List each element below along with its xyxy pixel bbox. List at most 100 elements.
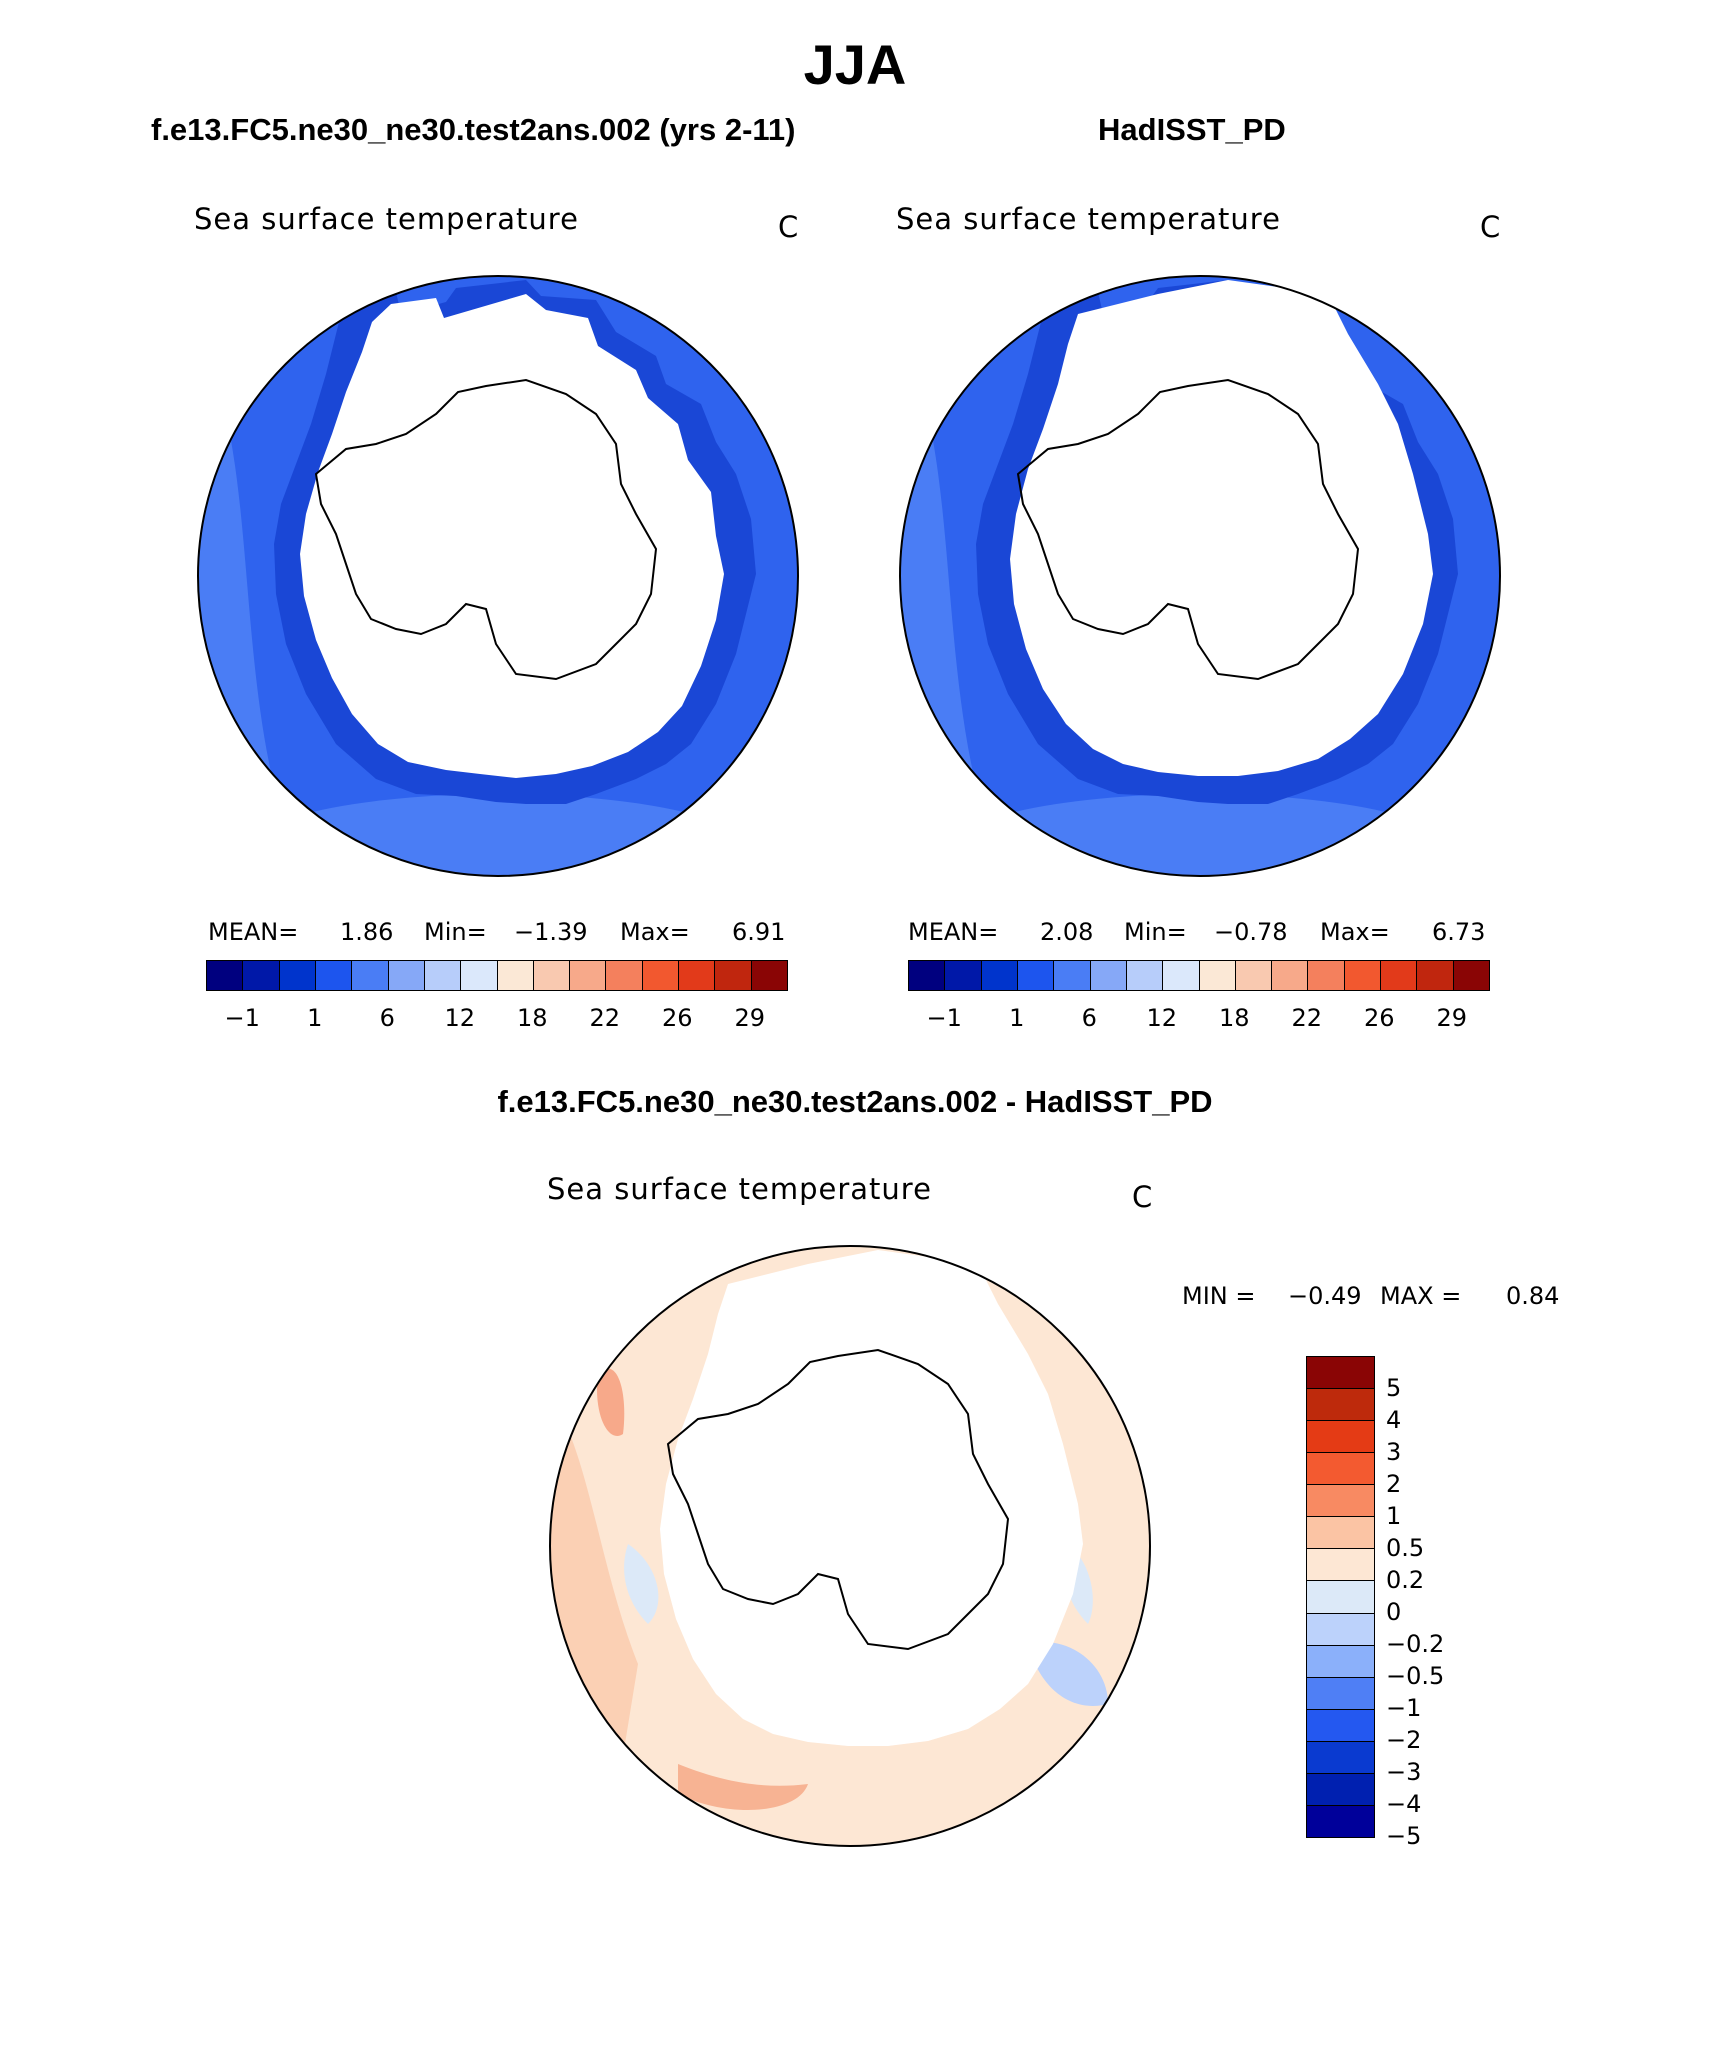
diff-colorbar-swatch — [1307, 1741, 1374, 1774]
diff-colorbar-tick-label: −2 — [1386, 1726, 1422, 1754]
panel1-mean-value: 1.86 — [340, 918, 394, 946]
map-border — [899, 275, 1501, 877]
panel1-colorbar-tick-label: 1 — [307, 1004, 323, 1032]
panel2-colorbar-swatch — [1417, 961, 1454, 990]
panel1-colorbar-swatch — [679, 961, 716, 990]
diff-colorbar-swatch — [1307, 1773, 1374, 1806]
diff-colorbar-swatch — [1307, 1645, 1374, 1678]
panel2-colorbar-swatch — [1453, 961, 1489, 990]
panel2-colorbar-tick-label: 22 — [1291, 1004, 1323, 1032]
panel2-colorbar-swatch — [1235, 961, 1273, 990]
panel2-colorbar-swatch — [1054, 961, 1091, 990]
panel2-colorbar-swatch — [1163, 961, 1200, 990]
diff-colorbar — [1306, 1356, 1375, 1838]
panel1-colorbar-tick-label: 26 — [661, 1004, 693, 1032]
panel2-colorbar-swatch — [1126, 961, 1164, 990]
diff-colorbar-swatch — [1307, 1805, 1374, 1837]
panel1-colorbar-swatch — [388, 961, 425, 990]
panel1-colorbar-swatch — [352, 961, 389, 990]
diff-colorbar-tick-label: 3 — [1386, 1438, 1402, 1466]
panel2-colorbar-swatch — [909, 961, 946, 990]
panel2-colorbar-swatch — [1308, 961, 1345, 990]
diff-colorbar-tick-label: −3 — [1386, 1758, 1422, 1786]
panel2-colorbar-swatch — [1272, 961, 1309, 990]
panel2-colorbar-swatch — [945, 961, 982, 990]
panel2-colorbar-tick-label: 12 — [1146, 1004, 1178, 1032]
diff-min-value: −0.49 — [1288, 1282, 1362, 1310]
diff-colorbar-tick-label: −4 — [1386, 1790, 1422, 1818]
panel1-variable: Sea surface temperature — [194, 202, 579, 236]
panel1-min-value: −1.39 — [514, 918, 588, 946]
panel2-max-label: Max= — [1320, 918, 1390, 946]
panel2-min-value: −0.78 — [1214, 918, 1288, 946]
diff-colorbar-swatch — [1307, 1549, 1374, 1582]
panel2-colorbar-tick-label: 29 — [1436, 1004, 1468, 1032]
diff-colorbar-swatch — [1307, 1357, 1374, 1390]
panel1-colorbar-swatch — [243, 961, 280, 990]
diff-colorbar-tick-label: 2 — [1386, 1470, 1402, 1498]
panel1-colorbar-tick-label: 18 — [516, 1004, 548, 1032]
panel1-colorbar-tick-label: 22 — [589, 1004, 621, 1032]
diff-colorbar-tick-label: −0.5 — [1386, 1662, 1445, 1690]
panel2-variable: Sea surface temperature — [896, 202, 1281, 236]
panel2-colorbar — [908, 960, 1490, 991]
panel2-colorbar-tick-label: 6 — [1081, 1004, 1097, 1032]
page-title: JJA — [803, 33, 907, 96]
map-border — [549, 1245, 1151, 1847]
diff-colorbar-swatch — [1307, 1677, 1374, 1710]
diff-variable: Sea surface temperature — [547, 1172, 932, 1206]
sea-ice-mask — [300, 294, 724, 778]
panel2-colorbar-swatch — [981, 961, 1018, 990]
diff-colorbar-tick-label: −0.2 — [1386, 1630, 1445, 1658]
diff-colorbar-swatch — [1307, 1517, 1374, 1550]
diff-max-value: 0.84 — [1506, 1282, 1560, 1310]
panel2-colorbar-tick-label: 18 — [1218, 1004, 1250, 1032]
panel2-colorbar-swatch — [1090, 961, 1127, 990]
diff-colorbar-swatch — [1307, 1453, 1374, 1486]
panel1-header: f.e13.FC5.ne30_ne30.test2ans.002 (yrs 2-… — [151, 112, 796, 147]
diff-colorbar-swatch — [1307, 1389, 1374, 1422]
panel1-colorbar-tick-label: 12 — [444, 1004, 476, 1032]
diff-min-label: MIN = — [1182, 1282, 1256, 1310]
panel2-max-value: 6.73 — [1432, 918, 1486, 946]
diff-colorbar-tick-label: 0.2 — [1386, 1566, 1425, 1594]
panel1-max-value: 6.91 — [732, 918, 786, 946]
panel1-mean-label: MEAN= — [208, 918, 299, 946]
panel2-mean-label: MEAN= — [908, 918, 999, 946]
warm-band — [940, 794, 1460, 876]
diff-colorbar-swatch — [1307, 1485, 1374, 1518]
panel1-colorbar-swatch — [207, 961, 244, 990]
diff-units: C — [1132, 1180, 1154, 1214]
panel1-colorbar-swatch — [751, 961, 787, 990]
anomaly-hotspot-nw — [597, 1368, 625, 1436]
panel1-colorbar-swatch — [497, 961, 534, 990]
panel2-colorbar-swatch — [1017, 961, 1055, 990]
panel1-colorbar-swatch — [606, 961, 643, 990]
panel1-colorbar-swatch — [279, 961, 316, 990]
diff-colorbar-tick-label: −1 — [1386, 1694, 1422, 1722]
sea-ice-mask — [660, 1250, 1083, 1746]
panel1-colorbar — [206, 960, 788, 991]
diff-colorbar-tick-label: 5 — [1386, 1374, 1402, 1402]
panel1-colorbar-swatch — [424, 961, 462, 990]
panel2-units: C — [1480, 210, 1502, 244]
panel1-max-label: Max= — [620, 918, 690, 946]
diff-colorbar-tick-label: −5 — [1386, 1822, 1422, 1850]
panel1-colorbar-swatch — [715, 961, 752, 990]
panel2-colorbar-tick-label: −1 — [926, 1004, 962, 1032]
panel2-colorbar-swatch — [1344, 961, 1382, 990]
sea-ice-mask — [1010, 280, 1433, 776]
antarctica-coastline — [314, 378, 658, 681]
anomaly-cool-w — [624, 1544, 659, 1624]
panel2-mean-value: 2.08 — [1040, 918, 1094, 946]
anomaly-hotspot-south — [678, 1764, 808, 1811]
panel1-colorbar-swatch — [533, 961, 571, 990]
panel2-header: HadISST_PD — [1098, 112, 1286, 147]
diff-max-label: MAX = — [1380, 1282, 1462, 1310]
diff-colorbar-swatch — [1307, 1709, 1374, 1742]
panel1-colorbar-swatch — [461, 961, 498, 990]
panel1-colorbar-swatch — [315, 961, 353, 990]
diff-colorbar-swatch — [1307, 1421, 1374, 1454]
panel2-colorbar-tick-label: 26 — [1363, 1004, 1395, 1032]
panel1-colorbar-swatch — [642, 961, 680, 990]
